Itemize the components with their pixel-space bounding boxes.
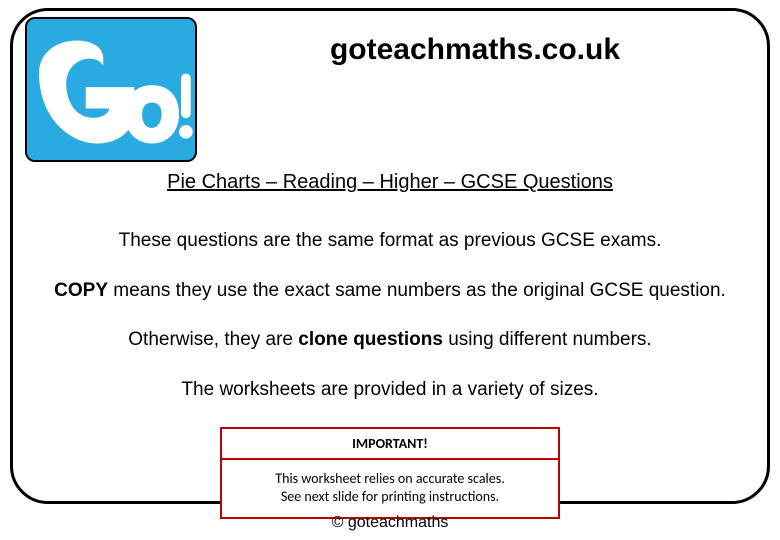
page-title: Pie Charts – Reading – Higher – GCSE Que…: [33, 171, 747, 194]
slide-content: Pie Charts – Reading – Higher – GCSE Que…: [33, 171, 747, 519]
intro-line-1: These questions are the same format as p…: [33, 228, 747, 254]
brand-logo: [25, 17, 197, 162]
intro-line-3: Otherwise, they are clone questions usin…: [33, 327, 747, 353]
slide-frame: goteachmaths.co.uk Pie Charts – Reading …: [10, 8, 770, 504]
important-body-line-2: See next slide for printing instructions…: [228, 488, 552, 507]
important-box: IMPORTANT! This worksheet relies on accu…: [220, 427, 560, 520]
clone-keyword: clone questions: [298, 329, 443, 350]
intro-line-3-post: using different numbers.: [443, 329, 652, 350]
go-logo-icon: [27, 19, 195, 160]
intro-line-3-pre: Otherwise, they are: [128, 329, 298, 350]
footer-copyright: © goteachmaths: [0, 514, 780, 532]
important-body-line-1: This worksheet relies on accurate scales…: [228, 470, 552, 489]
important-body: This worksheet relies on accurate scales…: [222, 460, 558, 518]
intro-line-2: COPY means they use the exact same numbe…: [33, 278, 747, 304]
important-header: IMPORTANT!: [222, 429, 558, 460]
intro-line-4: The worksheets are provided in a variety…: [33, 377, 747, 403]
site-title: goteachmaths.co.uk: [213, 33, 737, 67]
copy-keyword: COPY: [54, 280, 108, 301]
intro-line-2-rest: means they use the exact same numbers as…: [108, 280, 726, 301]
